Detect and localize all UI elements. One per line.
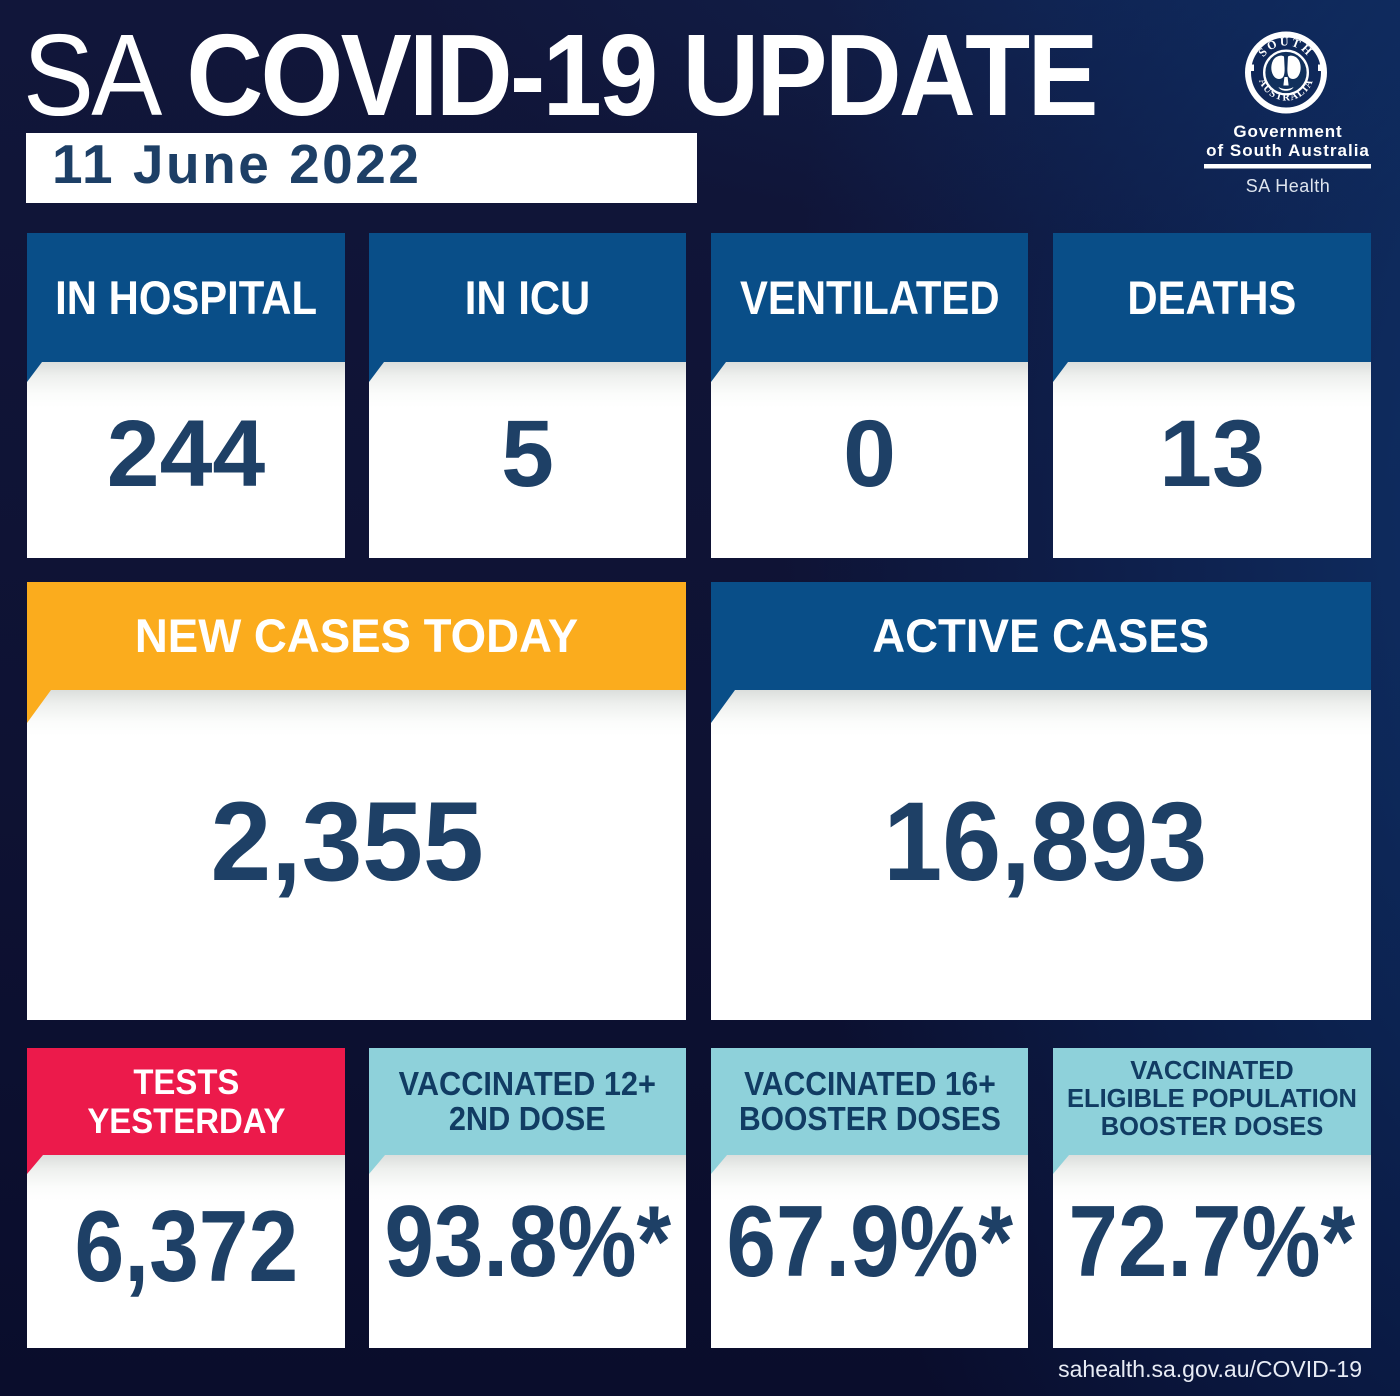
svg-text:of South Australia: of South Australia <box>1206 141 1370 160</box>
svg-text:SA Health: SA Health <box>1246 176 1331 196</box>
svg-text:Government: Government <box>1233 122 1342 141</box>
